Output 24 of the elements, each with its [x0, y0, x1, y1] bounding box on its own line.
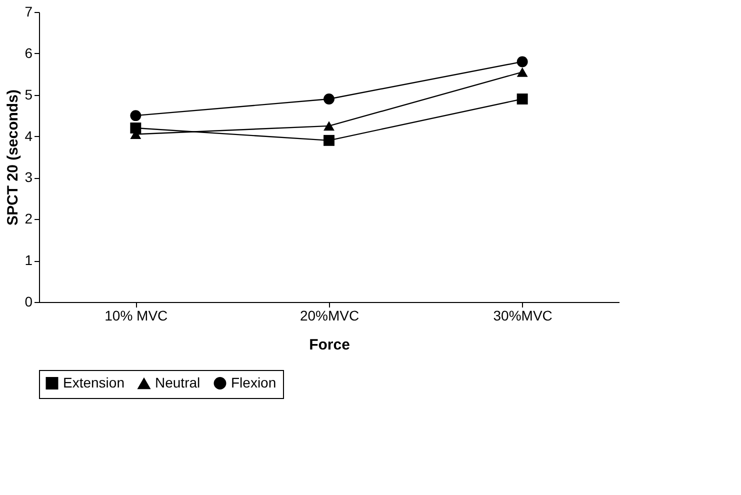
y-tick-label: 5 [24, 86, 33, 102]
legend-label: Flexion [231, 374, 276, 390]
x-tick-label: 30%MVC [493, 308, 552, 324]
x-axis-title: Force [309, 336, 350, 354]
x-tick-label: 10% MVC [104, 308, 168, 324]
x-tick-label: 20%MVC [300, 308, 360, 324]
y-tick-label: 4 [24, 128, 33, 144]
y-tick-label: 1 [24, 252, 33, 268]
point [516, 67, 528, 77]
y-tick-label: 2 [24, 210, 33, 227]
point [324, 134, 334, 146]
legend-label: Neutral [155, 374, 200, 391]
point [516, 94, 528, 104]
y-tick-label: 0 [24, 294, 33, 310]
point [130, 122, 142, 134]
legend-label: Extension [63, 374, 124, 390]
point [324, 94, 334, 104]
point [324, 121, 334, 131]
y-tick-label: 6 [24, 44, 33, 61]
y-axis-title: SPCT 20 (seconds) [4, 90, 22, 226]
y-tick-label: 3 [24, 169, 33, 186]
point [130, 110, 142, 122]
point [516, 56, 528, 68]
y-tick-label: 7 [24, 4, 33, 20]
